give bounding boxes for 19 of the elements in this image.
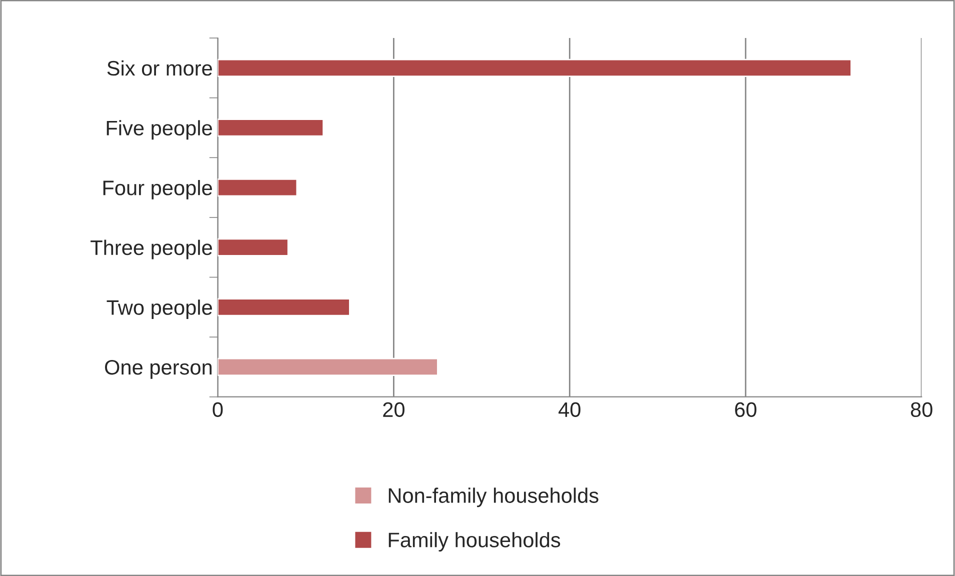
x-tick-label: 20: [383, 402, 404, 418]
bar: [218, 298, 350, 316]
x-tick-label: 40: [558, 402, 580, 418]
bar: [218, 358, 438, 376]
legend-label: Family households: [388, 532, 560, 552]
y-tick-label: Three people: [90, 240, 212, 260]
bar: [218, 58, 852, 77]
y-tick-label: Five people: [106, 120, 212, 140]
bar: [218, 238, 289, 256]
y-tick-label: Six or more: [107, 60, 212, 76]
x-tick-label: 0: [212, 402, 223, 418]
legend-label: Non-family households: [388, 488, 598, 508]
y-tick-label: One person: [105, 360, 212, 379]
y-tick-label: Four people: [103, 180, 212, 200]
bar: [218, 118, 324, 137]
x-tick-label: 60: [735, 402, 756, 418]
x-tick-label: 80: [910, 402, 932, 418]
y-tick-label: Two people: [106, 300, 212, 320]
bar: [218, 178, 298, 197]
